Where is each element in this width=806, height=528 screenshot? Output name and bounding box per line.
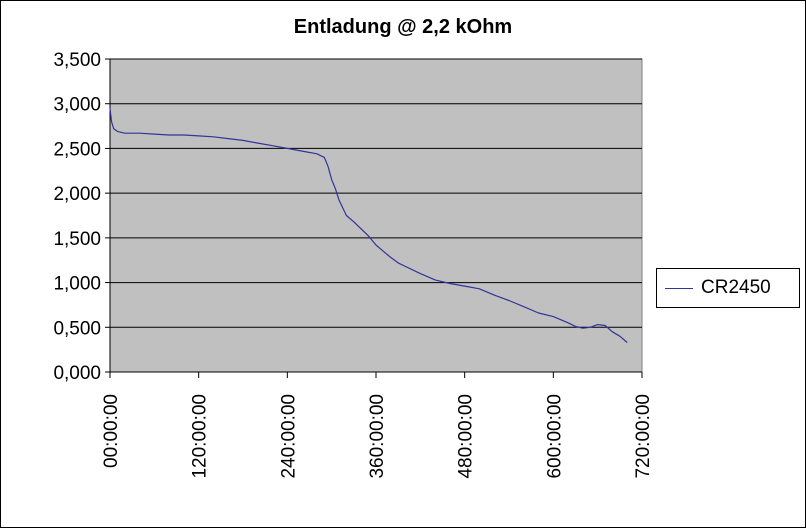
x-tick-label: 600:00:00 bbox=[544, 394, 565, 479]
y-tick-labels: 0,000 0,500 1,000 1,500 2,000 2,500 3,000 3,500 bbox=[53, 50, 110, 384]
y-tick-label: 3,500 bbox=[53, 50, 101, 71]
legend-line-swatch bbox=[665, 288, 693, 289]
series-line-cr2450 bbox=[109, 108, 628, 343]
y-tick-label: 0,000 bbox=[53, 363, 101, 384]
legend: CR2450 bbox=[656, 268, 800, 308]
x-tick-label: 360:00:00 bbox=[367, 394, 388, 479]
y-tick-label: 2,500 bbox=[53, 139, 101, 160]
legend-label: CR2450 bbox=[701, 277, 771, 298]
series-group bbox=[109, 108, 628, 343]
y-tick-label: 1,500 bbox=[53, 229, 101, 250]
chart-title: Entladung @ 2,2 kOhm bbox=[293, 16, 513, 38]
x-tick-label: 240:00:00 bbox=[278, 394, 299, 479]
plot-area bbox=[109, 58, 643, 373]
x-tick-label: 00:00:00 bbox=[101, 394, 122, 468]
x-tick-labels: 00:00:00 120:00:00 240:00:00 360:00:00 480:0… bbox=[101, 372, 654, 479]
x-tick-label: 480:00:00 bbox=[456, 394, 477, 479]
y-tick-label: 2,000 bbox=[53, 184, 101, 205]
x-tick-label: 720:00:00 bbox=[633, 394, 654, 479]
y-tick-label: 3,000 bbox=[53, 95, 101, 116]
y-tick-label: 1,000 bbox=[53, 274, 101, 295]
y-tick-label: 0,500 bbox=[53, 318, 101, 339]
x-tick-label: 120:00:00 bbox=[190, 394, 211, 479]
gridlines bbox=[110, 58, 642, 373]
